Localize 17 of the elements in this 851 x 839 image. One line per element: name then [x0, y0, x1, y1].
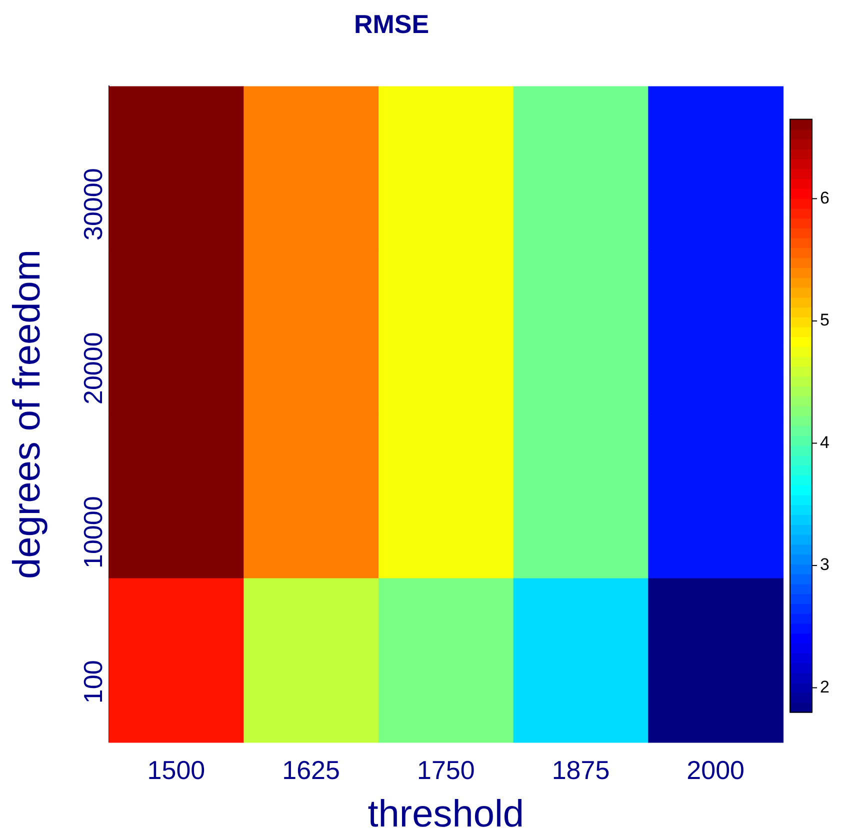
- y-tick-label: 20000: [78, 332, 108, 405]
- x-tick-label: 1625: [282, 754, 340, 785]
- chart-title: RMSE: [354, 8, 430, 39]
- y-tick-label: 30000: [78, 168, 108, 241]
- x-tick-label: 1875: [552, 754, 610, 785]
- color-bar-label: 6: [820, 188, 830, 208]
- x-axis-title: threshold: [368, 794, 524, 836]
- y-tick-label: 100: [78, 660, 108, 704]
- color-bar-label: 3: [820, 555, 830, 574]
- color-bar-label: 2: [820, 677, 830, 696]
- y-axis-title: degrees of freedom: [6, 249, 48, 579]
- color-bar-label: 4: [820, 432, 830, 452]
- x-tick-label: 1750: [416, 754, 475, 785]
- color-bar-label: 5: [820, 310, 830, 330]
- x-tick-label: 2000: [686, 754, 744, 785]
- y-tick-label: 10000: [78, 496, 108, 569]
- x-tick-label: 1500: [147, 754, 206, 785]
